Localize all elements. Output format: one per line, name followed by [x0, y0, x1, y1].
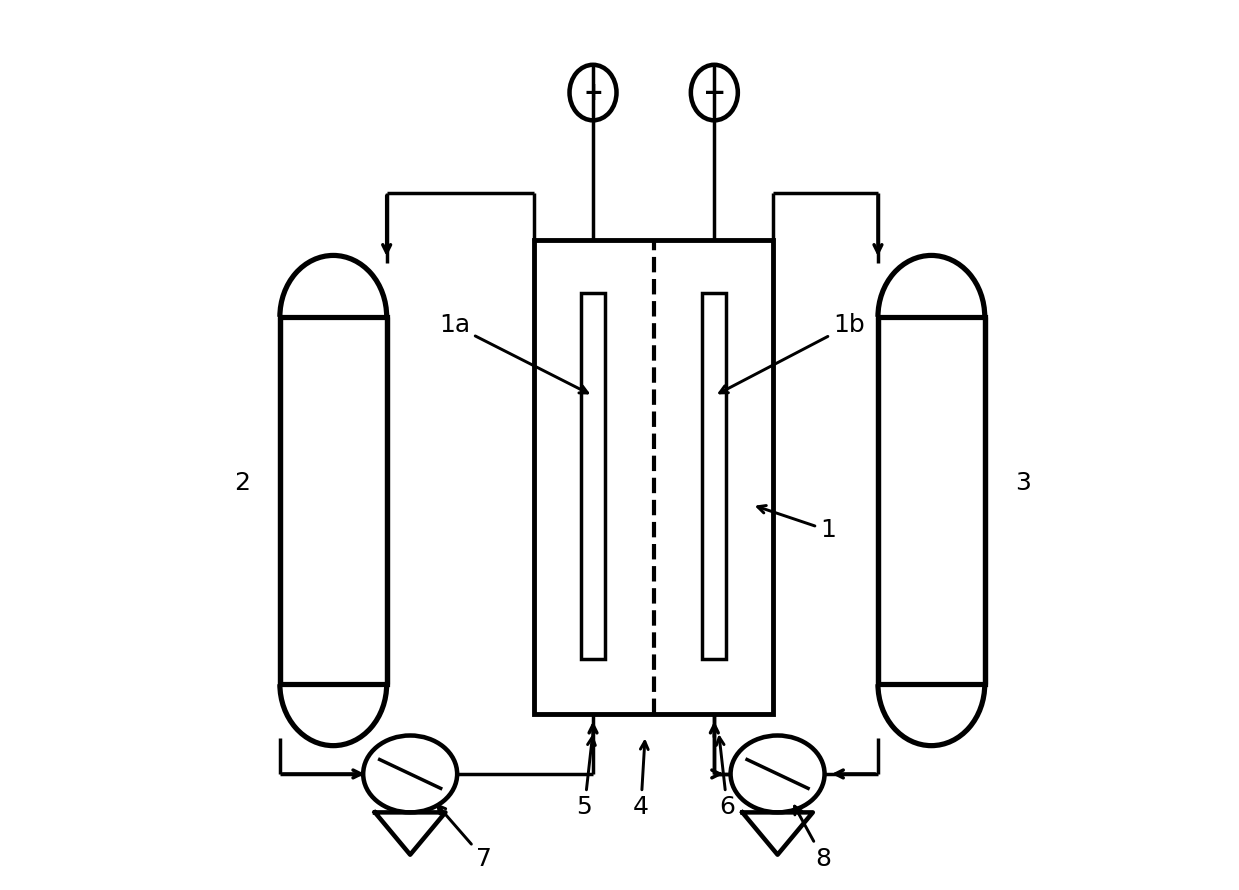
Text: 8: 8 — [794, 806, 831, 870]
Text: 4: 4 — [633, 741, 649, 820]
Text: 5: 5 — [576, 737, 595, 820]
Ellipse shape — [731, 735, 825, 813]
Ellipse shape — [691, 65, 738, 120]
Text: 1b: 1b — [720, 313, 865, 392]
Ellipse shape — [363, 735, 457, 813]
Text: 1a: 1a — [439, 313, 587, 393]
Text: 2: 2 — [234, 472, 250, 496]
Bar — [703, 294, 726, 659]
Bar — [581, 294, 605, 659]
Bar — [878, 317, 985, 684]
Text: 3: 3 — [1015, 472, 1031, 496]
Bar — [534, 240, 773, 714]
Bar — [280, 317, 387, 684]
Text: +: + — [584, 81, 603, 104]
Text: 1: 1 — [758, 506, 836, 542]
Text: 7: 7 — [437, 805, 492, 870]
Ellipse shape — [570, 65, 617, 120]
Text: 6: 6 — [716, 737, 735, 820]
Text: −: − — [703, 78, 726, 107]
